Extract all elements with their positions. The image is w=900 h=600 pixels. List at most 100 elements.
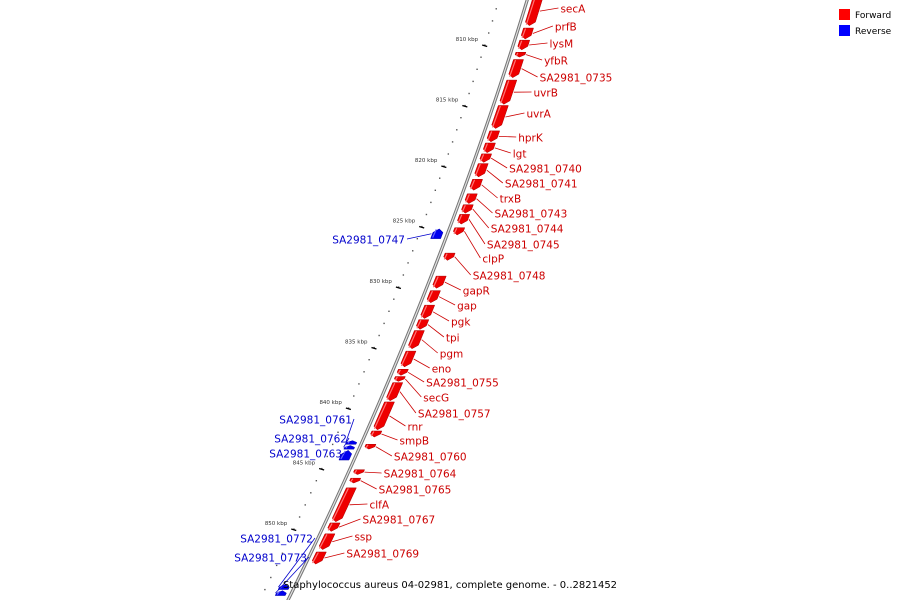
- gene-highlight: [480, 154, 485, 162]
- gene-label: SA2981_0760: [394, 452, 467, 464]
- ruler-dot: [353, 395, 355, 397]
- leader-SA2981_0762: [343, 437, 350, 448]
- gene-highlight: [365, 444, 369, 449]
- ruler-dot: [456, 129, 458, 131]
- gene-label: eno: [432, 364, 452, 376]
- gene-label: SA2981_0762: [274, 434, 347, 446]
- ruler-dot: [425, 213, 428, 216]
- gene-label: SA2981_0743: [495, 209, 568, 221]
- gene-label: SA2981_0772: [240, 534, 313, 546]
- leader-SA2981_0757: [399, 391, 417, 414]
- leader-uvrA: [505, 112, 525, 118]
- gene-highlight: [500, 80, 510, 104]
- tick-mark: [462, 104, 468, 108]
- tick-label: 845 kbp: [293, 461, 316, 467]
- gene-label: clpP: [482, 254, 504, 266]
- gene-arrow-gap: [426, 290, 441, 304]
- legend-reverse-label: Reverse: [855, 27, 892, 37]
- ruler-dot: [434, 189, 437, 191]
- ruler-dot: [298, 516, 301, 518]
- backbone-line: [286, 0, 529, 600]
- leader-SA2981_0763: [339, 452, 345, 456]
- gene-highlight: [470, 179, 476, 190]
- gene-highlight: [461, 204, 466, 213]
- leader-tpi: [427, 324, 445, 338]
- gene-highlight: [353, 469, 358, 474]
- gene-arrow-rnr: [373, 401, 395, 431]
- ruler-dot: [388, 310, 390, 312]
- ruler-dot: [460, 117, 462, 119]
- ruler-dot: [310, 492, 312, 494]
- gene-highlight: [491, 105, 501, 128]
- leader-trxB: [481, 184, 498, 199]
- gene-highlight: [347, 440, 351, 444]
- leader-SA2981_0743: [476, 198, 493, 214]
- gene-highlight: [443, 253, 448, 260]
- gene-highlight: [373, 402, 388, 430]
- gene-features: [274, 0, 543, 596]
- gene-label: SA2981_0765: [379, 485, 452, 497]
- leader-yfbR: [525, 54, 543, 61]
- gene-highlight: [474, 163, 481, 177]
- ruler-dot: [402, 274, 405, 276]
- gene-label: trxB: [500, 194, 522, 206]
- gene-arrow-SA2981_0741: [474, 163, 489, 178]
- ruler-dot: [416, 238, 419, 240]
- ruler-dot: [304, 504, 306, 506]
- gene-highlight: [427, 290, 434, 302]
- gene-label: SA2981_0761: [279, 415, 352, 427]
- backbone-highlight: [287, 0, 528, 600]
- tick-label: 820 kbp: [415, 158, 438, 164]
- gene-label: secG: [423, 393, 449, 405]
- gene-label: lgt: [513, 149, 527, 161]
- leader-ssp: [332, 535, 353, 543]
- gene-arrow-ssp: [318, 533, 336, 550]
- gene-highlight: [525, 0, 535, 25]
- leader-prfB: [532, 25, 554, 34]
- gene-label: SA2981_0767: [362, 515, 435, 527]
- gene-highlight: [370, 431, 375, 437]
- gene-highlight: [394, 376, 398, 381]
- gene-arrow-eno: [400, 350, 417, 368]
- ruler-dot: [342, 419, 345, 421]
- gene-label: SA2981_0769: [346, 549, 419, 561]
- leader-SA2981_0747: [406, 233, 432, 240]
- leader-clpP: [464, 231, 481, 259]
- gene-label: SA2981_0741: [505, 179, 578, 191]
- tick-mark: [371, 346, 377, 350]
- leader-lgt: [494, 147, 511, 154]
- gene-label: gap: [457, 301, 477, 313]
- ruler-dot: [480, 56, 482, 58]
- gene-arrow-SA2981_0757: [386, 382, 404, 402]
- tick-label: 825 kbp: [393, 219, 416, 225]
- leader-SA2981_0755: [407, 371, 425, 383]
- tick-label: 850 kbp: [265, 521, 288, 527]
- leader-SA2981_0745: [468, 219, 486, 245]
- gene-highlight: [386, 382, 396, 400]
- tick-mark: [345, 407, 352, 411]
- leader-SA2981_0765: [360, 480, 377, 490]
- leader-hprK: [498, 135, 517, 138]
- ruler-dot: [281, 552, 284, 554]
- legend-reverse-swatch: [839, 25, 850, 36]
- ruler-dot: [331, 443, 334, 446]
- gene-highlight: [312, 552, 319, 564]
- ruler-dot: [264, 588, 266, 591]
- tick-mark: [291, 528, 297, 532]
- leader-SA2981_0748: [454, 256, 472, 276]
- gene-label: prfB: [555, 22, 577, 34]
- ruler-dot: [368, 359, 370, 361]
- gene-highlight: [416, 319, 422, 329]
- gene-highlight: [465, 194, 470, 203]
- gene-label: uvrB: [534, 88, 558, 100]
- ruler-dot: [270, 576, 272, 579]
- gene-labels: secA prfB lysM yfbR SA2981_0735 uvrB uvrA hprK l…: [234, 4, 612, 565]
- gene-highlight: [432, 229, 437, 238]
- gene-arrow-trxB: [469, 179, 483, 191]
- gene-highlight: [515, 52, 519, 57]
- leader-pgm: [421, 339, 438, 354]
- gene-label: ssp: [354, 532, 372, 544]
- gene-arrow-hprK: [486, 130, 501, 143]
- gene-label: smpB: [400, 436, 430, 448]
- gene-label: secA: [560, 4, 586, 16]
